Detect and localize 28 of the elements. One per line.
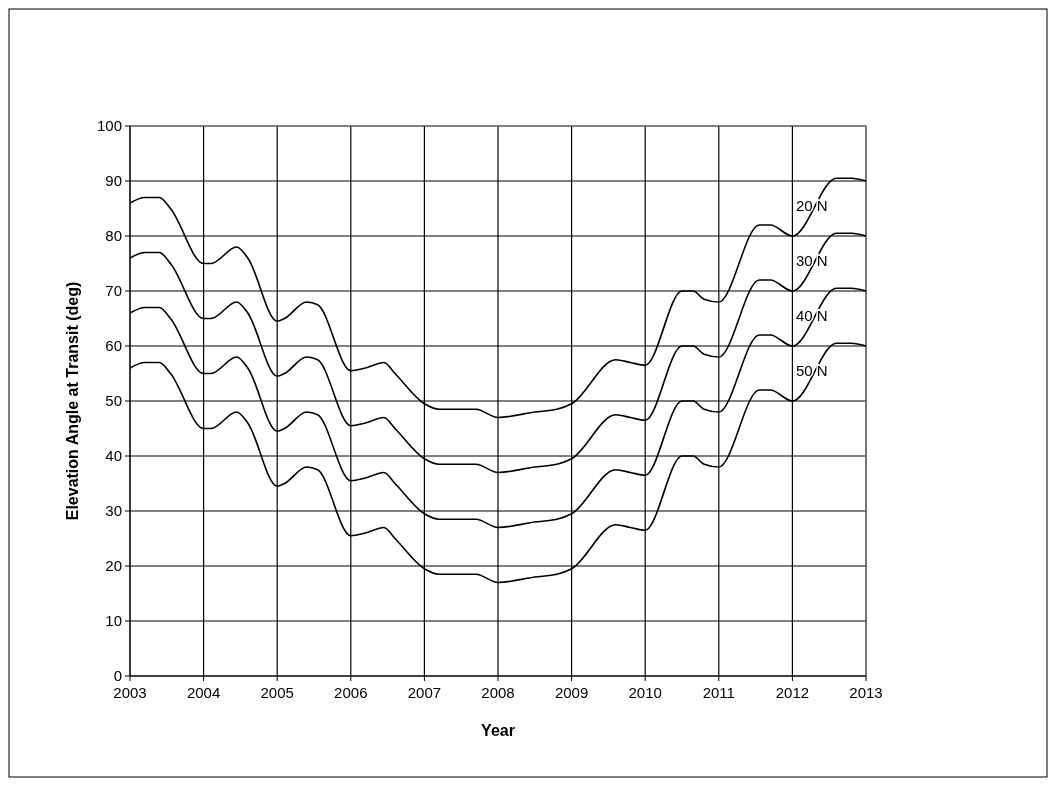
x-tick-label: 2011: [702, 684, 735, 701]
y-tick-label: 60: [105, 337, 122, 354]
x-tick-label: 2006: [334, 684, 368, 701]
series-label: 30 N: [796, 252, 828, 269]
series-label: 50 N: [796, 362, 828, 379]
x-axis-title: Year: [481, 722, 515, 739]
x-tick-label: 2005: [260, 684, 294, 701]
y-tick-label: 70: [105, 282, 122, 299]
x-tick-label: 2009: [554, 684, 589, 701]
x-tick-label: 2003: [113, 684, 147, 701]
x-tick-label: 2007: [407, 684, 442, 701]
x-tick-label: 2013: [849, 684, 883, 701]
series-label: 40 N: [796, 307, 828, 324]
y-tick-label: 20: [105, 557, 122, 574]
y-tick-label: 40: [105, 447, 122, 464]
x-tick-label: 2004: [186, 684, 221, 701]
y-tick-label: 10: [105, 612, 122, 629]
y-tick-label: 0: [113, 667, 122, 684]
x-tick-label: 2010: [628, 684, 662, 701]
y-tick-label: 100: [96, 117, 122, 134]
y-tick-label: 90: [105, 172, 122, 189]
y-tick-label: 30: [105, 502, 122, 519]
series-label: 20 N: [796, 197, 828, 214]
y-axis-title: Elevation Angle at Transit (deg): [64, 281, 81, 521]
y-tick-label: 50: [105, 392, 122, 409]
x-tick-label: 2012: [775, 684, 810, 701]
y-tick-label: 80: [105, 227, 122, 244]
x-tick-label: 2008: [481, 684, 515, 701]
